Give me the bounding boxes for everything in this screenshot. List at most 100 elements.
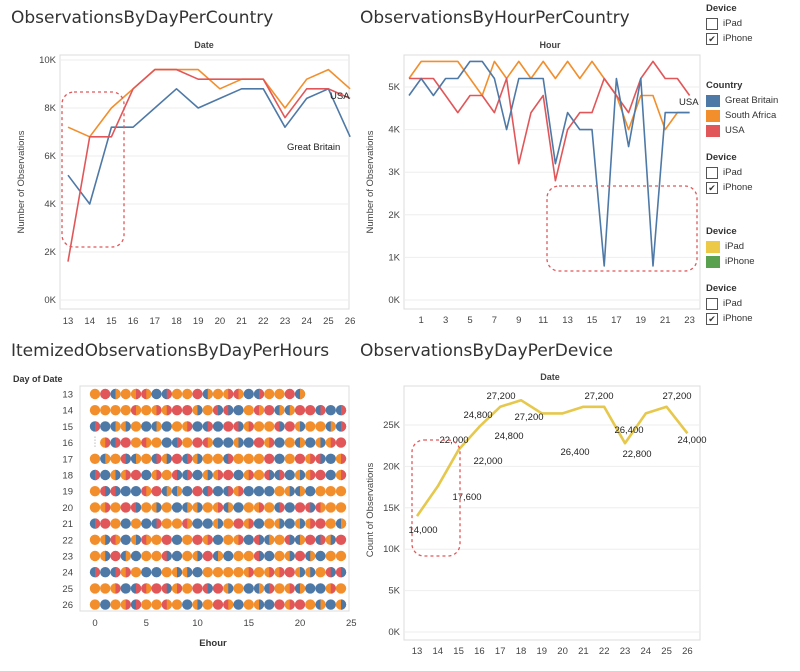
- observation-dot-segment: [197, 599, 203, 610]
- observation-dot: [253, 453, 265, 464]
- filter-iphone[interactable]: ✔ iPhone: [706, 180, 753, 195]
- legend-item-south-africa[interactable]: South Africa: [706, 108, 778, 123]
- observation-dot: [243, 583, 254, 594]
- observation-dot: [233, 469, 244, 481]
- observation-dot: [89, 486, 101, 497]
- observation-dot: [100, 388, 111, 400]
- observation-dot-segment: [279, 405, 285, 416]
- observation-dot-segment: [279, 502, 285, 513]
- legend-item-iphone[interactable]: iPhone: [706, 254, 755, 269]
- highlight-box: [546, 185, 698, 272]
- legend-item-usa[interactable]: USA: [706, 123, 778, 138]
- checkbox-icon[interactable]: [706, 297, 718, 310]
- checkbox-checked-icon[interactable]: ✔: [706, 181, 718, 194]
- observation-dot: [171, 534, 183, 545]
- observation-dot: [264, 550, 275, 562]
- filter-ipad[interactable]: iPad: [706, 165, 753, 180]
- observation-dot-segment: [330, 534, 336, 545]
- legend-item-ipad[interactable]: iPad: [706, 239, 755, 254]
- observation-dot: [141, 453, 152, 464]
- checkbox-checked-icon[interactable]: ✔: [706, 32, 718, 45]
- x-tick-label: 13: [412, 646, 423, 657]
- observation-dot: [89, 502, 101, 513]
- observation-dot-segment: [125, 550, 131, 562]
- data-label: 17,600: [452, 492, 481, 503]
- observation-dot: [274, 437, 285, 448]
- legend-label: iPad: [725, 241, 745, 252]
- color-swatch: [706, 109, 720, 122]
- observation-dot: [274, 534, 285, 545]
- series-line-great-britain: [408, 60, 690, 267]
- observation-dot: [315, 486, 326, 497]
- observation-dot: [223, 437, 234, 448]
- observation-dot: [305, 599, 316, 610]
- checkbox-icon[interactable]: [706, 17, 718, 30]
- observation-dot-segment: [136, 502, 142, 513]
- observation-dot-segment: [238, 421, 244, 432]
- observation-dot: [294, 550, 306, 562]
- filter-iphone[interactable]: ✔ iPhone: [706, 311, 753, 326]
- observation-dot: [120, 388, 131, 400]
- y-tick-label: 23: [62, 552, 73, 563]
- observation-dot-segment: [156, 502, 162, 513]
- observation-dot: [171, 550, 183, 562]
- observation-dot: [274, 599, 285, 610]
- x-tick-label: 24: [641, 646, 652, 657]
- observation-dot: [243, 486, 254, 497]
- highlight-box: [61, 91, 125, 248]
- x-tick-label: 15: [587, 315, 598, 326]
- observation-dot-segment: [341, 599, 347, 610]
- observation-dot: [161, 421, 172, 432]
- observation-dot-segment: [166, 583, 172, 594]
- observation-dot-segment: [259, 550, 265, 562]
- observation-dot: [325, 518, 336, 529]
- legend-title: Country: [706, 80, 743, 91]
- observation-dot: [274, 486, 285, 497]
- observation-dot-segment: [207, 437, 213, 448]
- observation-dot: [141, 469, 152, 481]
- observation-dot-segment: [300, 421, 306, 432]
- y-tick-label: 26: [62, 600, 73, 611]
- checkbox-icon[interactable]: [706, 166, 718, 179]
- filter-iphone[interactable]: ✔ iPhone: [706, 31, 753, 46]
- observation-dot: [264, 599, 275, 610]
- observation-dot: [202, 453, 213, 464]
- observation-dot: [171, 388, 183, 400]
- filter-ipad[interactable]: iPad: [706, 296, 753, 311]
- observation-dot: [141, 502, 152, 513]
- y-tick-label: 16: [62, 438, 73, 449]
- observation-dot: [325, 469, 336, 481]
- series-line-south-africa: [408, 60, 690, 131]
- observation-dot: [294, 502, 306, 513]
- chart-title-itemized: ItemizedObservationsByDayPerHours: [11, 341, 330, 361]
- y-tick-label: 10K: [39, 55, 57, 66]
- observation-dot: [182, 583, 193, 594]
- observation-dot-segment: [269, 534, 275, 545]
- observation-dot-segment: [156, 518, 162, 529]
- filter-label: iPhone: [723, 313, 753, 324]
- observation-dot-segment: [115, 486, 121, 497]
- observation-dot: [151, 567, 162, 578]
- observation-dot: [89, 583, 101, 594]
- observation-dot: [315, 421, 326, 432]
- observation-dot-segment: [136, 453, 142, 464]
- y-tick-label: 21: [62, 519, 73, 530]
- observation-dot-segment: [166, 599, 172, 610]
- checkbox-checked-icon[interactable]: ✔: [706, 312, 718, 325]
- observation-dot: [202, 599, 213, 610]
- legend-item-great-britain[interactable]: Great Britain: [706, 93, 778, 108]
- observation-dot: [171, 405, 183, 416]
- chart-title-day-country: ObservationsByDayPerCountry: [11, 8, 274, 28]
- observation-dot: [335, 583, 347, 594]
- x-tick-label: 19: [193, 316, 204, 327]
- observation-dot-segment: [115, 421, 121, 432]
- filter-ipad[interactable]: iPad: [706, 16, 753, 31]
- observation-dot-segment: [320, 437, 326, 448]
- y-tick-label: 18: [62, 471, 73, 482]
- observation-dot-segment: [115, 437, 121, 448]
- observation-dot: [253, 421, 265, 432]
- observation-dot: [192, 583, 203, 594]
- observation-dot-segment: [330, 437, 336, 448]
- observation-dot: [325, 550, 336, 562]
- observation-dot-segment: [289, 550, 295, 562]
